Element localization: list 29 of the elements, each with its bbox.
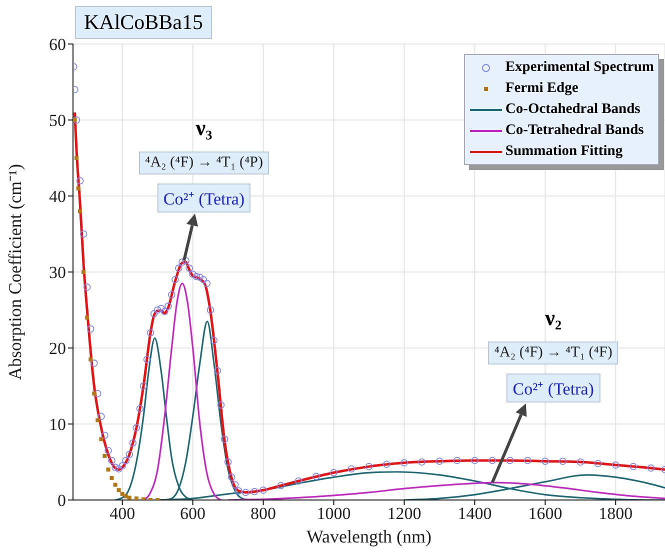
x-axis-title: Wavelength (nm) <box>306 526 432 548</box>
annotation: ν₃ <box>196 114 212 141</box>
x-tick-label: 1400 <box>458 504 492 524</box>
y-axis-title: Absorption Coefficient (cm⁻¹) <box>4 164 26 380</box>
x-tick-label: 800 <box>250 504 276 524</box>
annotation: ⁴A₂ (⁴F) → ⁴T₁ (⁴F) <box>488 341 618 364</box>
y-tick-label: 40 <box>49 187 66 206</box>
y-tick-label: 60 <box>49 35 66 54</box>
legend-label: Summation Fitting <box>505 142 623 161</box>
legend-label: Co-Tetrahedral Bands <box>505 121 644 140</box>
legend-label: Experimental Spectrum <box>505 58 654 77</box>
x-tick-label: 1600 <box>528 504 562 524</box>
y-tick-label: 30 <box>49 263 66 282</box>
annotation: ν₂ <box>545 304 562 331</box>
annotation: ⁴A₂ (⁴F) → ⁴T₁ (⁴P) <box>138 151 270 174</box>
annotation: Co²⁺ (Tetra) <box>506 373 600 402</box>
legend-label: Fermi Edge <box>505 79 578 98</box>
y-tick-label: 0 <box>58 491 66 510</box>
chart-title: KAlCoBBa15 <box>75 6 212 39</box>
x-tick-label: 400 <box>110 504 136 524</box>
x-tick-label: 1800 <box>598 504 633 524</box>
annotation: Co²⁺ (Tetra) <box>157 183 251 212</box>
legend-label: Co-Octahedral Bands <box>505 100 640 119</box>
y-tick-label: 50 <box>49 111 66 130</box>
x-tick-label: 1200 <box>387 504 422 524</box>
y-tick-label: 20 <box>49 339 66 358</box>
x-tick-label: 600 <box>180 504 206 524</box>
x-tick-label: 1000 <box>316 504 351 524</box>
y-tick-label: 10 <box>49 415 66 434</box>
